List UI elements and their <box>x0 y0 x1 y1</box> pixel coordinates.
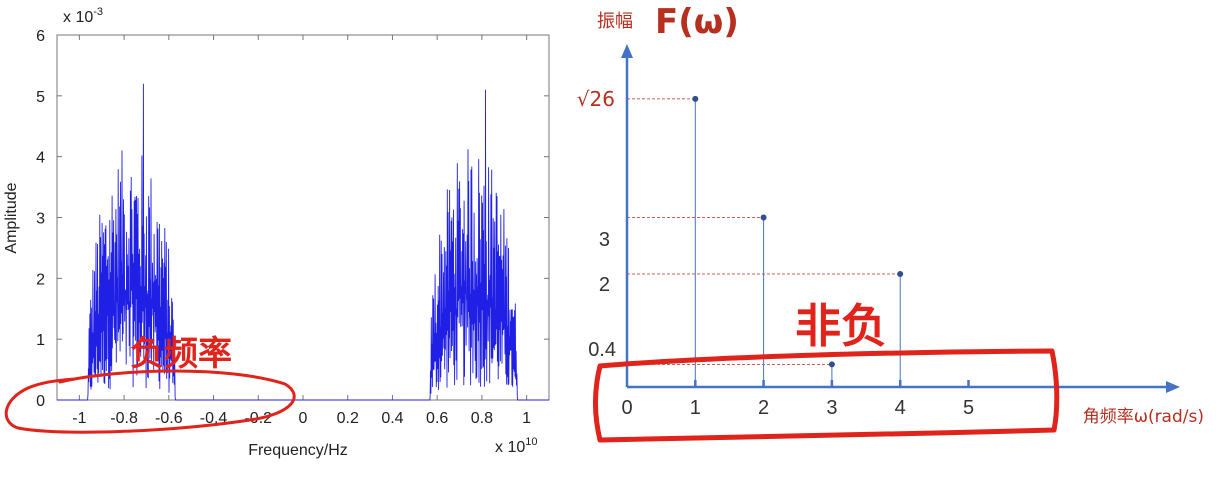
x-exponent-label: x 1010 <box>495 436 538 456</box>
x-axis: -1 -0.8 -0.6 -0.4 -0.2 0 0.2 0.4 0.6 0.8 1 <box>72 35 531 427</box>
x-axis-title: Frequency/Hz <box>248 442 348 459</box>
x-tick-label: 4 <box>895 397 906 419</box>
handwritten-circle <box>4 369 296 434</box>
y-tick-label: 5 <box>36 89 45 106</box>
y-tick-label: 2 <box>36 271 45 288</box>
x-tick-label: 0.6 <box>426 410 448 427</box>
handwritten-non-negative-label: 非负 <box>795 299 887 353</box>
y-tick-label: 3 <box>36 211 45 228</box>
x-tick-label: 0 <box>299 410 308 427</box>
x-axis-title: 角频率ω(rad/s) <box>1083 407 1204 427</box>
y-exponent-label: x 10-3 <box>63 6 103 26</box>
x-tick-label: -0.6 <box>155 410 183 427</box>
stem-point <box>760 214 767 221</box>
x-tick-label: 3 <box>826 397 837 419</box>
plot-frame <box>56 34 550 401</box>
y-tick-label: 6 <box>36 28 45 45</box>
y-tick-label: 4 <box>36 150 45 167</box>
y-axis-arrow <box>621 44 633 58</box>
x-tick-label: 1 <box>690 397 701 419</box>
x-origin-label: 0 <box>621 397 632 419</box>
handwritten-negative-frequency-label: 负频率 <box>130 334 232 374</box>
x-tick-label: 5 <box>963 397 974 419</box>
x-axis-arrow <box>1166 381 1180 393</box>
x-tick-label: -0.8 <box>110 410 138 427</box>
y-tick-label: 0 <box>36 393 45 410</box>
x-tick-label: 0.8 <box>471 410 493 427</box>
stem-point <box>828 361 835 368</box>
y-axis-title: Amplitude <box>3 182 20 253</box>
handwritten-rectangle <box>593 348 1060 443</box>
x-tick-label: 0.2 <box>337 410 359 427</box>
amplitude-series-line <box>57 83 549 401</box>
chart-title-prefix: 振幅 <box>597 11 633 32</box>
y-tick-0-4: 0.4 <box>588 339 616 361</box>
x-tick-label: 1 <box>522 410 531 427</box>
stem-point <box>897 271 904 277</box>
stem-point <box>692 95 699 102</box>
y-tick-label: 1 <box>36 332 45 349</box>
y-tick-sqrt26: √26 <box>577 87 615 111</box>
y-tick-2: 2 <box>599 274 610 296</box>
x-tick-label: -1 <box>72 410 86 427</box>
x-tick-label: 2 <box>758 397 769 419</box>
y-tick-3: 3 <box>599 229 610 251</box>
x-tick-label: 0.4 <box>381 410 403 427</box>
chart-title: F(ω) <box>655 2 739 42</box>
